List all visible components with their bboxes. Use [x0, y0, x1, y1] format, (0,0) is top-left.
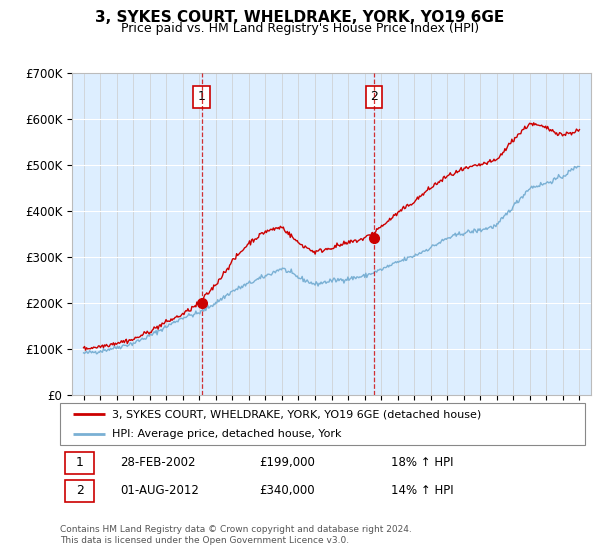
FancyBboxPatch shape	[65, 451, 94, 474]
Text: 14% ↑ HPI: 14% ↑ HPI	[391, 484, 454, 497]
Text: 2: 2	[370, 90, 378, 103]
Text: Contains HM Land Registry data © Crown copyright and database right 2024.
This d: Contains HM Land Registry data © Crown c…	[60, 525, 412, 545]
Text: 18% ↑ HPI: 18% ↑ HPI	[391, 456, 453, 469]
Text: 2: 2	[76, 484, 83, 497]
Text: 01-AUG-2012: 01-AUG-2012	[121, 484, 199, 497]
Text: 1: 1	[76, 456, 83, 469]
FancyBboxPatch shape	[60, 403, 585, 445]
Text: Price paid vs. HM Land Registry's House Price Index (HPI): Price paid vs. HM Land Registry's House …	[121, 22, 479, 35]
Text: HPI: Average price, detached house, York: HPI: Average price, detached house, York	[113, 429, 342, 438]
Text: £340,000: £340,000	[260, 484, 315, 497]
FancyBboxPatch shape	[65, 480, 94, 502]
Text: 1: 1	[198, 90, 206, 103]
Text: £199,000: £199,000	[260, 456, 316, 469]
Text: 3, SYKES COURT, WHELDRAKE, YORK, YO19 6GE (detached house): 3, SYKES COURT, WHELDRAKE, YORK, YO19 6G…	[113, 409, 482, 419]
Text: 3, SYKES COURT, WHELDRAKE, YORK, YO19 6GE: 3, SYKES COURT, WHELDRAKE, YORK, YO19 6G…	[95, 10, 505, 25]
Text: 28-FEB-2002: 28-FEB-2002	[121, 456, 196, 469]
